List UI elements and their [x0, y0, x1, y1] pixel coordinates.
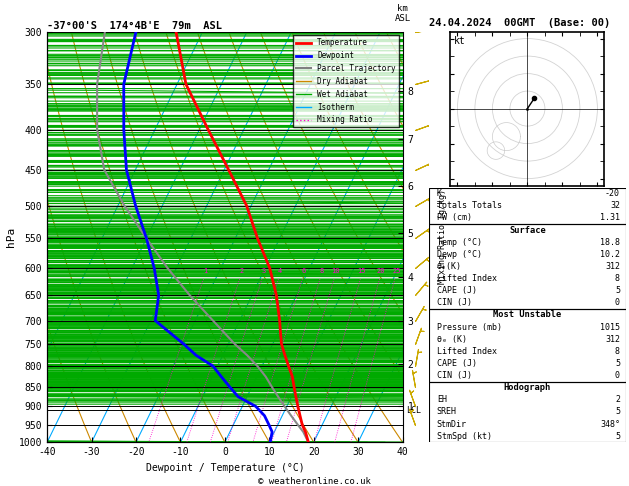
Text: km
ASL: km ASL: [394, 4, 411, 23]
Text: 0: 0: [615, 298, 620, 307]
Text: CAPE (J): CAPE (J): [437, 359, 477, 368]
Text: 312: 312: [605, 262, 620, 271]
Text: 5: 5: [615, 432, 620, 441]
Text: StmSpd (kt): StmSpd (kt): [437, 432, 492, 441]
Bar: [429, 224, 626, 309]
Text: 4: 4: [278, 268, 282, 274]
Text: Totals Totals: Totals Totals: [437, 201, 502, 210]
Text: 348°: 348°: [600, 419, 620, 429]
Legend: Temperature, Dewpoint, Parcel Trajectory, Dry Adiabat, Wet Adiabat, Isotherm, Mi: Temperature, Dewpoint, Parcel Trajectory…: [292, 35, 399, 127]
Text: -37°00'S  174°4B'E  79m  ASL: -37°00'S 174°4B'E 79m ASL: [47, 21, 222, 31]
Text: 15: 15: [358, 268, 366, 274]
Text: Lifted Index: Lifted Index: [437, 347, 497, 356]
Text: -20: -20: [605, 189, 620, 198]
Text: 2: 2: [615, 395, 620, 404]
Text: θₑ(K): θₑ(K): [437, 262, 462, 271]
Text: 32: 32: [610, 201, 620, 210]
Text: CIN (J): CIN (J): [437, 298, 472, 307]
Text: Dewp (°C): Dewp (°C): [437, 250, 482, 259]
Text: 312: 312: [605, 335, 620, 344]
Bar: [429, 309, 626, 382]
Text: Mixing Ratio (g/kg): Mixing Ratio (g/kg): [438, 190, 447, 284]
Text: 6: 6: [302, 268, 306, 274]
Text: PW (cm): PW (cm): [437, 213, 472, 223]
Text: 10.2: 10.2: [600, 250, 620, 259]
Text: SREH: SREH: [437, 407, 457, 417]
Text: K: K: [437, 189, 442, 198]
X-axis label: Dewpoint / Temperature (°C): Dewpoint / Temperature (°C): [145, 463, 304, 473]
Text: 25: 25: [392, 268, 401, 274]
Text: © weatheronline.co.uk: © weatheronline.co.uk: [258, 477, 371, 486]
Text: Most Unstable: Most Unstable: [493, 311, 562, 319]
Text: 1015: 1015: [600, 323, 620, 331]
Text: 1.31: 1.31: [600, 213, 620, 223]
Text: CIN (J): CIN (J): [437, 371, 472, 380]
Text: 8: 8: [320, 268, 324, 274]
Text: LCL: LCL: [406, 406, 421, 415]
Text: EH: EH: [437, 395, 447, 404]
Text: 24.04.2024  00GMT  (Base: 00): 24.04.2024 00GMT (Base: 00): [429, 17, 610, 28]
Text: CAPE (J): CAPE (J): [437, 286, 477, 295]
Bar: [429, 188, 626, 224]
Text: 10: 10: [331, 268, 340, 274]
Text: 0: 0: [615, 371, 620, 380]
Text: 3: 3: [262, 268, 266, 274]
Text: kt: kt: [454, 36, 465, 46]
Text: 5: 5: [615, 286, 620, 295]
Text: 2: 2: [239, 268, 243, 274]
Text: StmDir: StmDir: [437, 419, 467, 429]
Text: θₑ (K): θₑ (K): [437, 335, 467, 344]
Text: Surface: Surface: [509, 226, 546, 235]
Text: 18.8: 18.8: [600, 238, 620, 247]
Text: Pressure (mb): Pressure (mb): [437, 323, 502, 331]
Y-axis label: hPa: hPa: [6, 227, 16, 247]
Text: 8: 8: [615, 347, 620, 356]
Text: 20: 20: [377, 268, 386, 274]
Text: 5: 5: [615, 407, 620, 417]
Text: 5: 5: [615, 359, 620, 368]
Text: Lifted Index: Lifted Index: [437, 274, 497, 283]
Text: Hodograph: Hodograph: [504, 383, 551, 392]
Text: 1: 1: [203, 268, 208, 274]
Bar: [429, 382, 626, 442]
Text: Temp (°C): Temp (°C): [437, 238, 482, 247]
Text: 8: 8: [615, 274, 620, 283]
